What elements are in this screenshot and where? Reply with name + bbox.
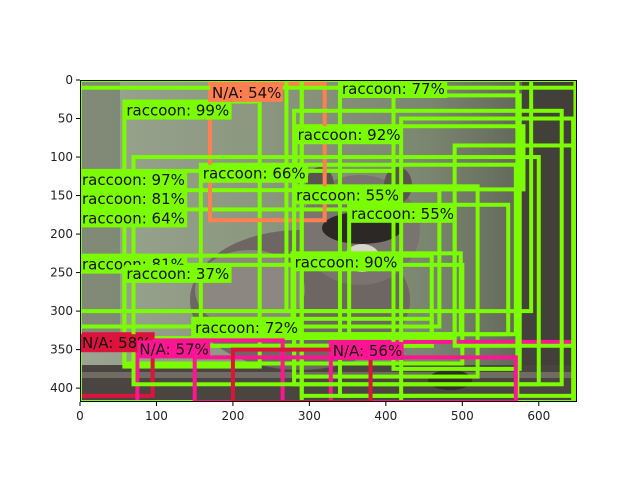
y-tick-label: 300 [50,304,73,318]
x-tick-label: 600 [527,409,550,423]
x-tick-label: 0 [76,409,84,423]
y-tick-label: 150 [50,189,73,203]
detection-label: N/A: 58% [82,334,151,352]
x-tick-label: 200 [221,409,244,423]
raccoon-paw [428,370,472,390]
photo-panel: raccoon: 99%raccoon: 97%raccoon: 81%racc… [80,80,577,402]
x-tick-label: 300 [298,409,321,423]
detection-label-background [292,253,400,272]
detection-label-background [193,318,301,337]
detection-label-background [80,170,188,189]
detection-label-background [339,80,448,98]
y-tick-label: 0 [65,73,73,87]
detection-label-background [330,341,404,360]
detection-label-background [137,340,211,359]
detection-label-background [124,264,232,283]
x-tick-label: 500 [451,409,474,423]
detection-label: raccoon: 66% [203,165,306,183]
detection-label-background [209,83,283,102]
detection-box [292,108,564,387]
detection-label: raccoon: 77% [342,80,445,98]
y-tick-label: 100 [50,150,73,164]
detection-label: raccoon: 92% [298,126,401,144]
detection-label: raccoon: 81% [82,190,185,208]
detection-label: raccoon: 55% [351,205,454,223]
detection-label: N/A: 57% [139,340,208,358]
detection-label: N/A: 54% [212,84,281,102]
detection-label: raccoon: 97% [82,171,185,189]
detection-label: raccoon: 55% [296,186,399,204]
detection-labels-layer: raccoon: 99%raccoon: 97%raccoon: 81%racc… [80,80,457,360]
x-axis: 0 100 200 300 400 500 600 [76,402,550,423]
detection-label: raccoon: 72% [195,319,298,337]
detection-box [299,80,520,398]
axes-frame [80,80,577,402]
detection-label: raccoon: 99% [126,102,229,120]
detection-box [391,93,522,371]
detection-label-background [349,204,457,223]
detection-label: raccoon: 37% [126,265,229,283]
detection-label-background [124,101,232,120]
detection-box [452,143,577,348]
detection-label-background [80,190,188,209]
detection-label: N/A: 56% [333,342,402,360]
y-tick-label: 350 [50,343,73,357]
bounding-boxes-layer [80,80,577,402]
y-axis: 0 50 100 150 200 250 300 350 400 [50,73,80,395]
detection-label-background [294,186,402,205]
detection-label-background [295,126,403,145]
y-tick-label: 250 [50,266,73,280]
x-tick-label: 100 [145,409,168,423]
y-tick-label: 50 [58,112,73,126]
y-tick-label: 400 [50,381,73,395]
detection-box [284,80,534,314]
detection-label-background [200,164,309,183]
detection-label-background [80,209,188,228]
y-tick-label: 200 [50,227,73,241]
detection-label: raccoon: 64% [82,209,185,227]
detection-label-background [80,334,153,353]
detection-label: raccoon: 90% [295,253,398,271]
x-tick-label: 400 [374,409,397,423]
